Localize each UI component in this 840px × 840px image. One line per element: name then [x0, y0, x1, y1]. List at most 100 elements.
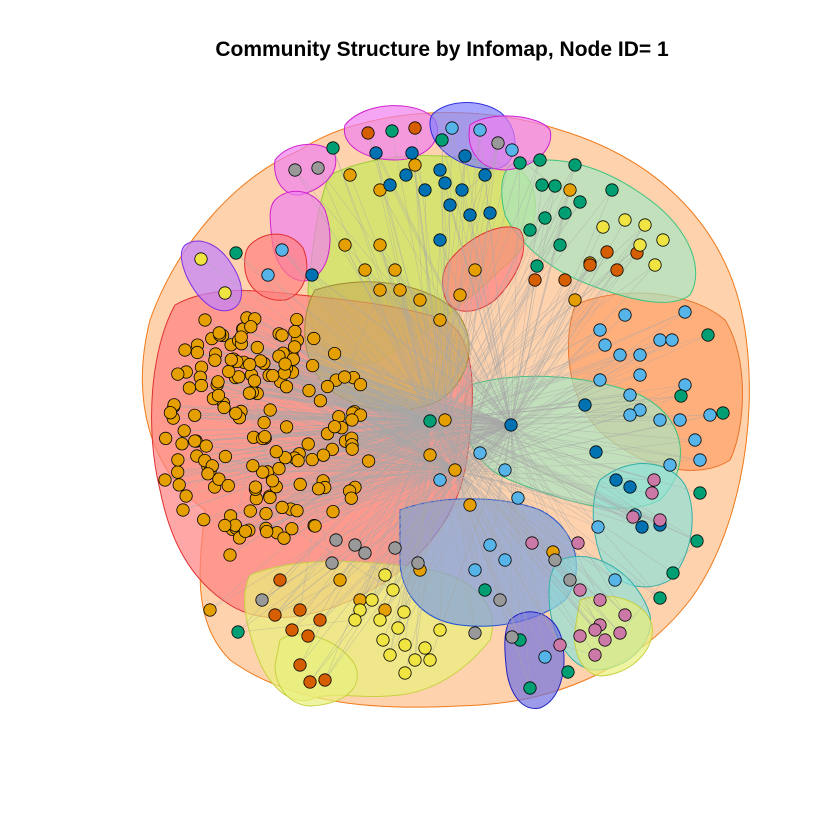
graph-node — [275, 500, 289, 514]
graph-node — [385, 124, 399, 138]
graph-node — [423, 653, 437, 667]
graph-node — [293, 603, 307, 617]
graph-node — [491, 136, 505, 150]
graph-node — [307, 331, 321, 346]
graph-node — [218, 286, 232, 300]
graph-node — [623, 388, 637, 402]
graph-node — [688, 433, 702, 447]
graph-node — [538, 650, 552, 664]
graph-node — [568, 293, 582, 307]
graph-node — [302, 383, 316, 398]
graph-node — [593, 373, 607, 387]
graph-node — [288, 163, 302, 177]
graph-node — [468, 263, 482, 277]
graph-node — [653, 413, 667, 427]
graph-node — [172, 478, 186, 492]
graph-node — [365, 593, 379, 607]
graph-node — [311, 161, 325, 175]
graph-node — [583, 258, 597, 272]
graph-node — [263, 490, 277, 505]
graph-node — [345, 442, 359, 456]
graph-node — [316, 448, 330, 462]
graph-node — [208, 353, 222, 367]
graph-node — [418, 641, 432, 655]
community-top-magenta — [468, 115, 552, 171]
graph-node — [301, 437, 315, 451]
graph-node — [609, 473, 623, 487]
graph-node — [305, 268, 319, 282]
graph-node — [313, 394, 327, 408]
graph-node — [458, 149, 472, 163]
graph-node — [638, 218, 652, 232]
graph-node — [493, 593, 507, 607]
graph-node — [598, 633, 612, 647]
graph-node — [229, 246, 243, 260]
graph-node — [353, 377, 368, 392]
graph-node — [238, 524, 252, 538]
graph-node — [211, 388, 226, 402]
graph-node — [656, 233, 670, 247]
graph-node — [525, 536, 539, 550]
graph-node — [388, 263, 402, 277]
graph-node — [256, 465, 270, 479]
graph-node — [199, 439, 213, 453]
graph-node — [243, 504, 257, 518]
graph-node — [693, 486, 707, 500]
graph-node — [223, 548, 237, 562]
graph-node — [198, 313, 212, 327]
graph-node — [678, 378, 692, 392]
graph-node — [338, 238, 352, 252]
graph-node — [578, 398, 592, 412]
graph-node — [511, 491, 525, 505]
graph-node — [158, 473, 172, 487]
graph-node — [626, 510, 640, 524]
graph-node — [438, 176, 452, 190]
graph-node — [433, 313, 447, 327]
graph-node — [397, 605, 411, 619]
graph-node — [163, 406, 177, 420]
graph-node — [257, 415, 271, 430]
graph-node — [455, 183, 469, 197]
graph-node — [182, 381, 196, 395]
community-top-magenta — [274, 143, 337, 196]
graph-node — [478, 168, 492, 182]
graph-node — [285, 623, 299, 637]
graph-node — [159, 431, 173, 445]
graph-node — [279, 420, 294, 434]
graph-node — [277, 531, 291, 545]
chart-title: Community Structure by Infomap, Node ID=… — [215, 38, 669, 61]
graph-node — [618, 308, 632, 322]
graph-node — [197, 513, 211, 527]
graph-node — [177, 424, 191, 438]
graph-node — [234, 330, 248, 344]
graph-node — [175, 437, 189, 451]
graph-node — [290, 504, 304, 518]
graph-node — [423, 414, 437, 428]
graph-node — [473, 446, 487, 460]
graph-node — [290, 312, 304, 327]
graph-node — [229, 406, 243, 420]
graph-node — [468, 563, 482, 577]
graph-node — [498, 463, 512, 477]
graph-node — [373, 613, 387, 627]
graph-node — [337, 370, 352, 384]
graph-node — [222, 364, 236, 379]
graph-node — [548, 553, 562, 567]
graph-node — [653, 333, 667, 347]
graph-node — [448, 463, 462, 477]
graph-node — [563, 183, 577, 197]
graph-node — [373, 238, 387, 252]
graph-node — [318, 673, 332, 687]
graph-node — [333, 573, 347, 587]
graph-node — [361, 126, 375, 140]
graph-node — [538, 211, 552, 225]
graph-node — [663, 458, 677, 472]
graph-node — [674, 389, 688, 403]
graph-node — [224, 353, 238, 367]
graph-node — [433, 163, 447, 177]
graph-node — [393, 283, 407, 297]
graph-node — [563, 573, 577, 587]
graph-node — [260, 524, 274, 539]
graph-node — [327, 420, 342, 434]
